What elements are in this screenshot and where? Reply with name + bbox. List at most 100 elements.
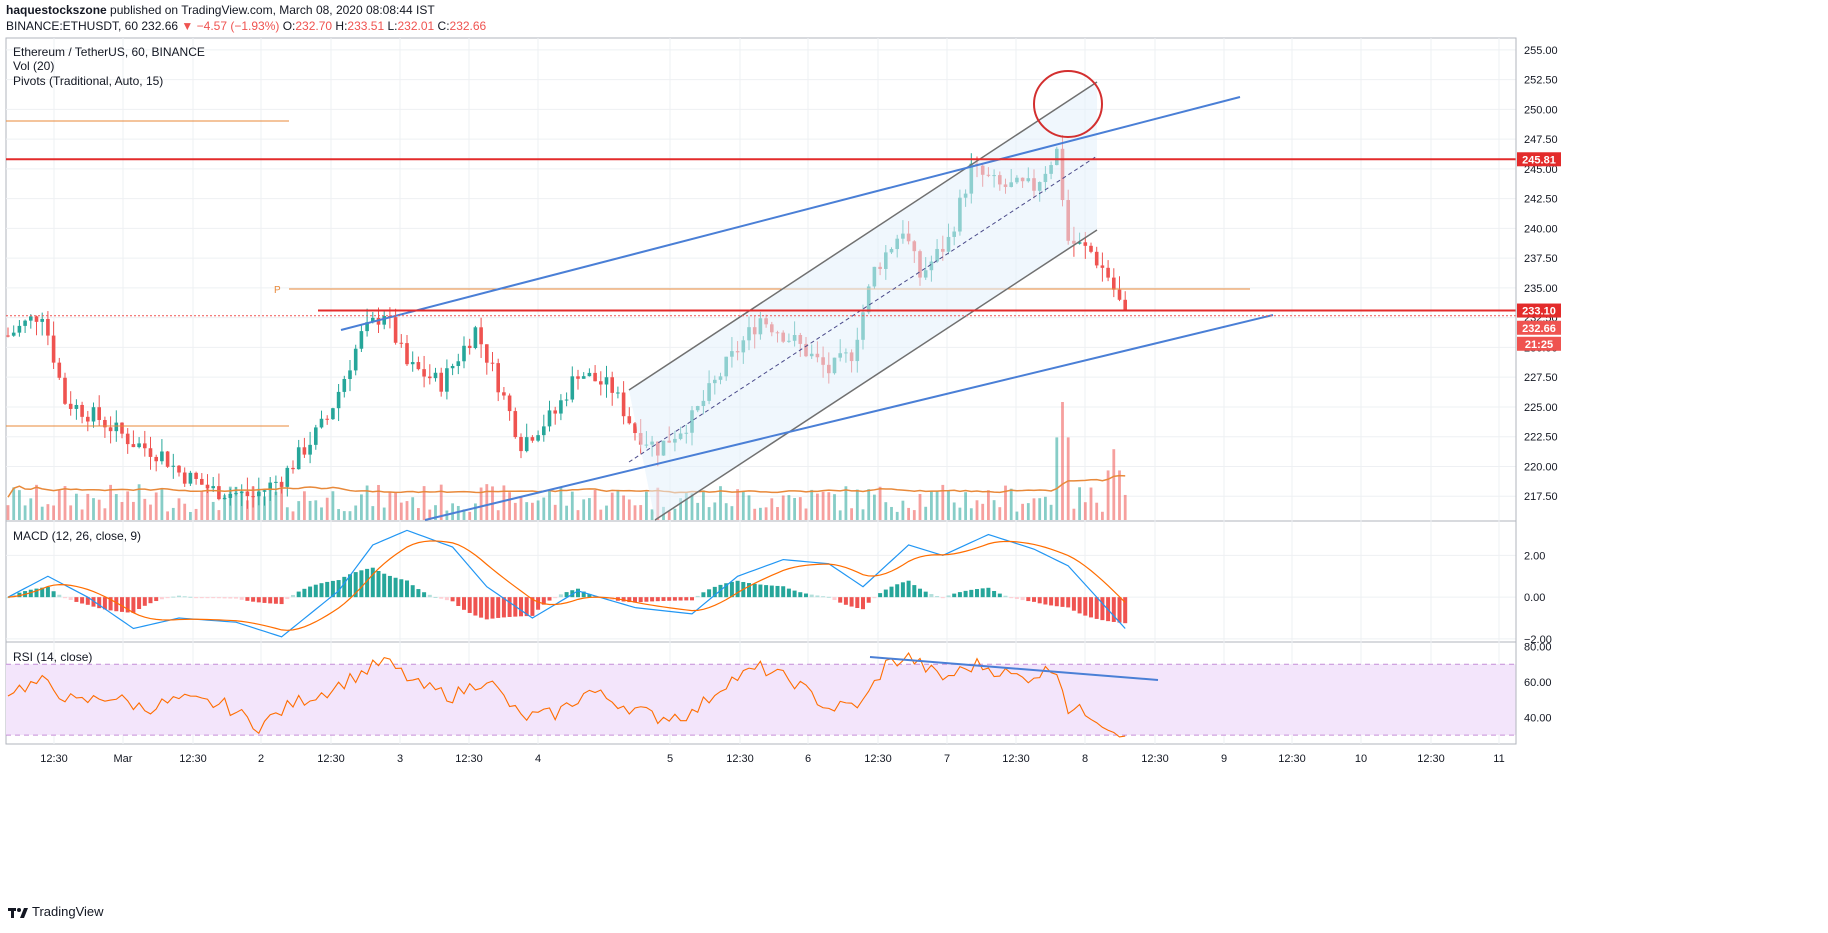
macd-hist-bar — [627, 597, 632, 603]
macd-hist-bar — [148, 597, 153, 604]
candle-body — [200, 478, 204, 485]
high-value: 233.51 — [347, 19, 385, 33]
candle-body — [103, 420, 107, 428]
channel-lower-line — [654, 229, 1098, 521]
macd-hist-bar — [416, 589, 421, 598]
volume-bar — [645, 491, 648, 520]
macd-hist-bar — [268, 597, 273, 604]
volume-bar — [1049, 504, 1053, 520]
volume-bar — [884, 502, 888, 520]
macd-hist-bar — [302, 588, 307, 598]
macd-hist-bar — [815, 595, 820, 598]
candle-body — [410, 362, 415, 365]
macd-hist-bar — [142, 597, 147, 606]
macd-hist-bar — [450, 597, 455, 602]
macd-hist-bar — [17, 592, 22, 598]
macd-hist-bar — [621, 597, 626, 602]
candle-body — [559, 400, 563, 414]
tradingview-brand[interactable]: TradingView — [8, 904, 104, 919]
volume-bar — [456, 505, 460, 520]
macd-hist-bar — [91, 597, 96, 607]
volume-bar — [924, 506, 928, 520]
volume-bar — [981, 503, 985, 520]
candle-body — [530, 437, 535, 441]
candle-body — [416, 362, 421, 370]
volume-bar — [189, 511, 192, 520]
volume-bar — [12, 487, 16, 520]
candle-body — [125, 433, 130, 445]
volume-bar — [206, 485, 209, 520]
volume-bar — [126, 491, 130, 520]
candle-body — [217, 486, 221, 500]
volume-ma-line — [7, 474, 1126, 498]
macd-hist-bar — [45, 586, 50, 598]
macd-hist-bar — [387, 575, 392, 598]
candle-body — [456, 361, 461, 366]
macd-hist-bar — [348, 574, 352, 598]
x-tick-label: 12:30 — [1141, 753, 1169, 765]
candle-body — [11, 332, 16, 336]
volume-bar — [873, 494, 876, 520]
volume-bar — [365, 485, 369, 520]
macd-hist-bar — [467, 597, 472, 613]
volume-bar — [781, 495, 785, 520]
macd-hist-bar — [826, 596, 831, 598]
candle-body — [120, 422, 124, 434]
low-value: 232.01 — [397, 19, 435, 33]
candle-body — [194, 472, 198, 479]
macd-hist-bar — [690, 597, 694, 601]
volume-bar — [428, 509, 432, 520]
volume-bar — [650, 509, 654, 520]
volume-bar — [998, 507, 1002, 520]
macd-hist-bar — [1032, 597, 1036, 602]
volume-bar — [610, 492, 614, 520]
volume-bar — [907, 507, 910, 520]
volume-bar — [622, 495, 625, 520]
last-price: 232.66 — [141, 19, 179, 33]
candle-body — [23, 320, 27, 326]
volume-bar — [616, 489, 620, 520]
macd-hist-bar — [735, 580, 740, 598]
candle-body — [587, 372, 592, 377]
macd-hist-bar — [325, 581, 330, 598]
macd-hist-bar — [74, 597, 79, 602]
volume-bar — [434, 505, 437, 520]
volume-bar — [947, 490, 950, 520]
x-tick-label: 12:30 — [1002, 753, 1030, 765]
volume-bar — [149, 504, 152, 520]
macd-hist-bar — [553, 597, 558, 599]
macd-hist-bar — [222, 597, 227, 599]
volume-bar — [576, 510, 580, 520]
macd-hist-bar — [655, 597, 660, 602]
macd-hist-bar — [393, 577, 398, 598]
candle-body — [68, 403, 73, 409]
volume-bar — [747, 495, 751, 520]
macd-hist-bar — [6, 597, 10, 599]
signal-line — [7, 540, 1126, 631]
candle-body — [342, 378, 347, 392]
candle-body — [581, 376, 586, 379]
volume-bar — [63, 486, 67, 520]
volume-bar — [342, 511, 346, 520]
candle-body — [239, 491, 244, 494]
macd-hist-bar — [547, 597, 552, 601]
volume-bar — [1032, 498, 1036, 520]
macd-hist-bar — [832, 597, 837, 601]
macd-hist-bar — [188, 596, 193, 598]
macd-hist-bar — [724, 583, 729, 598]
volume-bar — [918, 494, 922, 520]
volume-bar — [525, 502, 529, 520]
macd-hist-bar — [490, 597, 495, 619]
volume-bar — [730, 506, 734, 520]
volume-bar — [627, 499, 631, 520]
candle-body — [308, 444, 312, 455]
macd-hist-bar — [1077, 597, 1082, 614]
volume-bar — [548, 491, 551, 520]
volume-bar — [23, 505, 27, 520]
volume-bar — [690, 493, 694, 520]
y-tick-label: 235.00 — [1524, 283, 1558, 295]
candle-body — [610, 377, 614, 393]
volume-bar — [297, 501, 301, 520]
macd-hist-bar — [370, 567, 375, 598]
